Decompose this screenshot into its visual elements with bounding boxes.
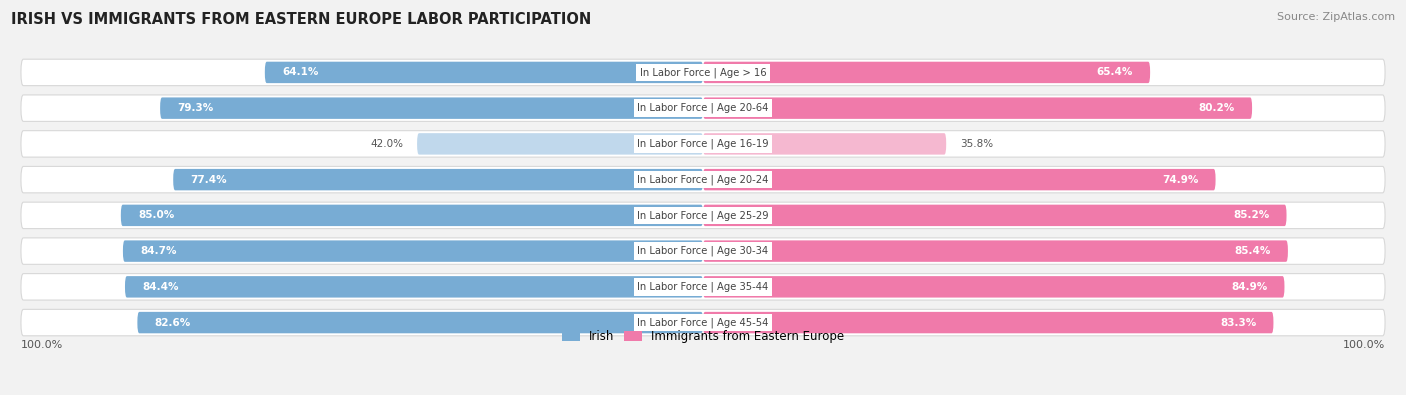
- FancyBboxPatch shape: [121, 205, 703, 226]
- FancyBboxPatch shape: [21, 131, 1385, 157]
- Text: 42.0%: 42.0%: [370, 139, 404, 149]
- FancyBboxPatch shape: [160, 98, 703, 119]
- FancyBboxPatch shape: [21, 59, 1385, 86]
- FancyBboxPatch shape: [125, 276, 703, 297]
- Text: 100.0%: 100.0%: [1343, 340, 1385, 350]
- Legend: Irish, Immigrants from Eastern Europe: Irish, Immigrants from Eastern Europe: [557, 325, 849, 348]
- Text: 84.9%: 84.9%: [1232, 282, 1267, 292]
- FancyBboxPatch shape: [122, 241, 703, 262]
- Text: 77.4%: 77.4%: [190, 175, 226, 184]
- FancyBboxPatch shape: [21, 274, 1385, 300]
- Text: 79.3%: 79.3%: [177, 103, 214, 113]
- Text: 85.2%: 85.2%: [1233, 211, 1270, 220]
- Text: In Labor Force | Age 16-19: In Labor Force | Age 16-19: [637, 139, 769, 149]
- FancyBboxPatch shape: [138, 312, 703, 333]
- Text: 84.4%: 84.4%: [142, 282, 179, 292]
- Text: 64.1%: 64.1%: [283, 68, 318, 77]
- FancyBboxPatch shape: [21, 95, 1385, 121]
- Text: 82.6%: 82.6%: [155, 318, 191, 327]
- FancyBboxPatch shape: [703, 133, 946, 154]
- Text: In Labor Force | Age 20-24: In Labor Force | Age 20-24: [637, 174, 769, 185]
- FancyBboxPatch shape: [418, 133, 703, 154]
- Text: In Labor Force | Age 25-29: In Labor Force | Age 25-29: [637, 210, 769, 221]
- FancyBboxPatch shape: [703, 205, 1286, 226]
- Text: 65.4%: 65.4%: [1097, 68, 1133, 77]
- Text: 80.2%: 80.2%: [1198, 103, 1234, 113]
- Text: Source: ZipAtlas.com: Source: ZipAtlas.com: [1277, 12, 1395, 22]
- FancyBboxPatch shape: [21, 238, 1385, 264]
- FancyBboxPatch shape: [703, 62, 1150, 83]
- FancyBboxPatch shape: [703, 312, 1274, 333]
- Text: 74.9%: 74.9%: [1161, 175, 1198, 184]
- Text: 100.0%: 100.0%: [21, 340, 63, 350]
- FancyBboxPatch shape: [703, 169, 1216, 190]
- Text: In Labor Force | Age 20-64: In Labor Force | Age 20-64: [637, 103, 769, 113]
- Text: In Labor Force | Age 45-54: In Labor Force | Age 45-54: [637, 317, 769, 328]
- Text: 83.3%: 83.3%: [1220, 318, 1256, 327]
- FancyBboxPatch shape: [21, 166, 1385, 193]
- FancyBboxPatch shape: [703, 241, 1288, 262]
- Text: 85.4%: 85.4%: [1234, 246, 1271, 256]
- FancyBboxPatch shape: [173, 169, 703, 190]
- FancyBboxPatch shape: [703, 276, 1285, 297]
- Text: 85.0%: 85.0%: [138, 211, 174, 220]
- FancyBboxPatch shape: [21, 202, 1385, 229]
- Text: In Labor Force | Age 30-34: In Labor Force | Age 30-34: [637, 246, 769, 256]
- FancyBboxPatch shape: [21, 309, 1385, 336]
- Text: In Labor Force | Age 35-44: In Labor Force | Age 35-44: [637, 282, 769, 292]
- Text: In Labor Force | Age > 16: In Labor Force | Age > 16: [640, 67, 766, 78]
- Text: IRISH VS IMMIGRANTS FROM EASTERN EUROPE LABOR PARTICIPATION: IRISH VS IMMIGRANTS FROM EASTERN EUROPE …: [11, 12, 592, 27]
- Text: 35.8%: 35.8%: [960, 139, 993, 149]
- FancyBboxPatch shape: [264, 62, 703, 83]
- FancyBboxPatch shape: [703, 98, 1253, 119]
- Text: 84.7%: 84.7%: [141, 246, 177, 256]
